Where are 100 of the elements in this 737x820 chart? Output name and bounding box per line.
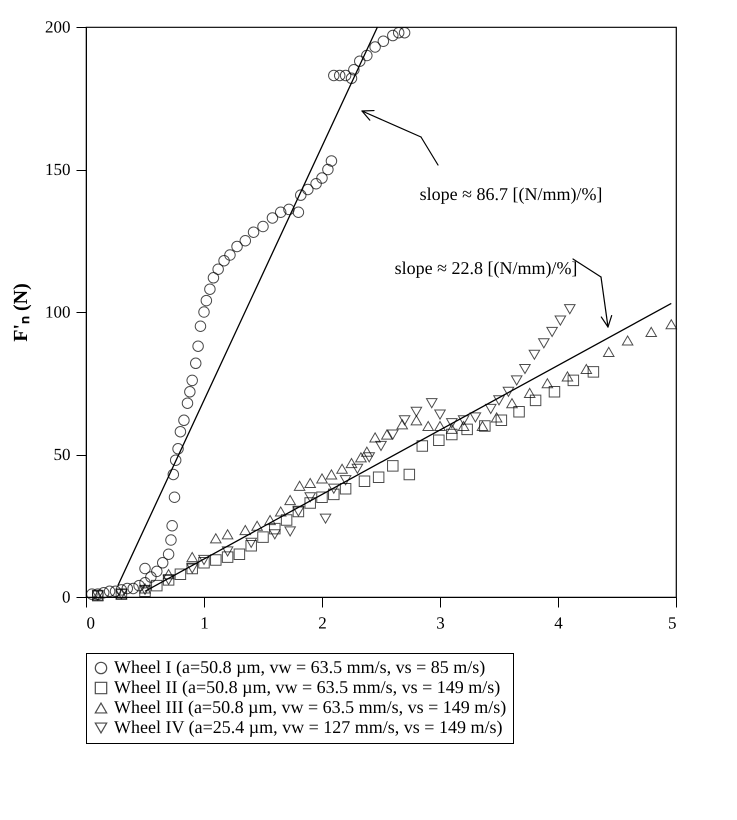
point: [404, 468, 416, 480]
point: [222, 546, 234, 556]
point: [336, 464, 348, 474]
point: [410, 406, 422, 417]
point: [458, 415, 470, 426]
x-tick-label: 0: [86, 614, 95, 632]
point: [416, 440, 428, 452]
point: [446, 428, 458, 440]
point: [666, 319, 678, 330]
point: [340, 482, 352, 494]
point: [519, 364, 531, 374]
point: [458, 420, 470, 432]
point: [496, 414, 508, 426]
point: [326, 469, 338, 480]
point: [151, 580, 163, 592]
point: [484, 404, 496, 414]
y-tick-label: 150: [45, 160, 70, 179]
y-tick-label: 200: [45, 18, 70, 36]
point: [375, 440, 387, 451]
point: [284, 526, 296, 536]
point: [470, 412, 482, 422]
x-tick-label: 3: [436, 614, 445, 632]
point: [530, 394, 542, 406]
annotation: slope ≈ 86.7 [(N/mm)/%]: [420, 184, 602, 204]
point: [269, 529, 281, 540]
point: [198, 554, 210, 565]
point: [320, 514, 332, 524]
point: [174, 568, 186, 580]
point: [490, 412, 502, 422]
point: [562, 371, 574, 382]
point: [602, 346, 614, 357]
point: [234, 548, 246, 560]
point: [186, 552, 198, 562]
point: [139, 586, 151, 598]
point: [274, 506, 286, 517]
point: [446, 418, 458, 428]
point: [352, 464, 364, 474]
point: [548, 386, 560, 398]
point: [568, 374, 580, 386]
point: [328, 484, 340, 494]
point: [210, 554, 222, 566]
y-tick-label: 100: [45, 302, 70, 322]
point: [622, 335, 634, 346]
point: [564, 304, 576, 314]
point: [588, 366, 600, 378]
point: [284, 495, 296, 506]
point: [269, 522, 281, 534]
point: [502, 386, 514, 397]
point: [222, 529, 234, 540]
point: [381, 430, 393, 440]
point: [346, 458, 358, 468]
point: [433, 434, 445, 446]
point: [513, 406, 525, 418]
point: [446, 424, 458, 434]
point: [358, 476, 370, 488]
point: [410, 415, 422, 426]
point: [476, 420, 488, 432]
point: [422, 420, 434, 432]
point: [162, 569, 174, 580]
point: [316, 473, 328, 484]
point: [304, 478, 316, 488]
point: [493, 395, 505, 406]
y-tick-label: 0: [62, 588, 70, 606]
point: [222, 551, 234, 563]
point: [372, 472, 384, 484]
point: [245, 540, 257, 552]
point: [434, 410, 446, 420]
y-axis-title: F'ₙ (N): [10, 283, 32, 342]
point: [645, 326, 657, 337]
point: [328, 488, 340, 500]
point: [387, 430, 399, 440]
point: [554, 316, 566, 326]
annotation: slope ≈ 22.8 [(N/mm)/%]: [394, 258, 578, 278]
point: [398, 415, 410, 426]
legend-label: Wheel IV (a=25.4 µm, vw = 127 mm/s, vs = 149 m/s): [114, 717, 502, 737]
point: [304, 497, 316, 509]
x-tick-label: 5: [668, 614, 676, 632]
point: [510, 375, 522, 386]
point: [257, 531, 269, 543]
point: [245, 538, 257, 548]
point: [251, 520, 263, 531]
x-tick-label: 2: [318, 614, 327, 632]
point: [240, 524, 252, 536]
point: [434, 420, 446, 432]
point: [316, 492, 328, 503]
point: [461, 424, 473, 436]
point: [479, 420, 491, 432]
point: [369, 432, 381, 442]
point: [538, 338, 550, 348]
point: [210, 533, 222, 544]
x-tick-label: 4: [554, 614, 564, 632]
legend-label: Wheel III (a=50.8 µm, vw = 63.5 mm/s, vs = 149 m/s): [114, 697, 506, 717]
point: [387, 460, 399, 472]
point: [361, 446, 373, 457]
point: [524, 388, 536, 398]
point: [396, 419, 408, 430]
point: [264, 515, 276, 526]
x-tick-label: 1: [200, 614, 209, 632]
point: [542, 378, 554, 388]
point: [198, 557, 210, 569]
